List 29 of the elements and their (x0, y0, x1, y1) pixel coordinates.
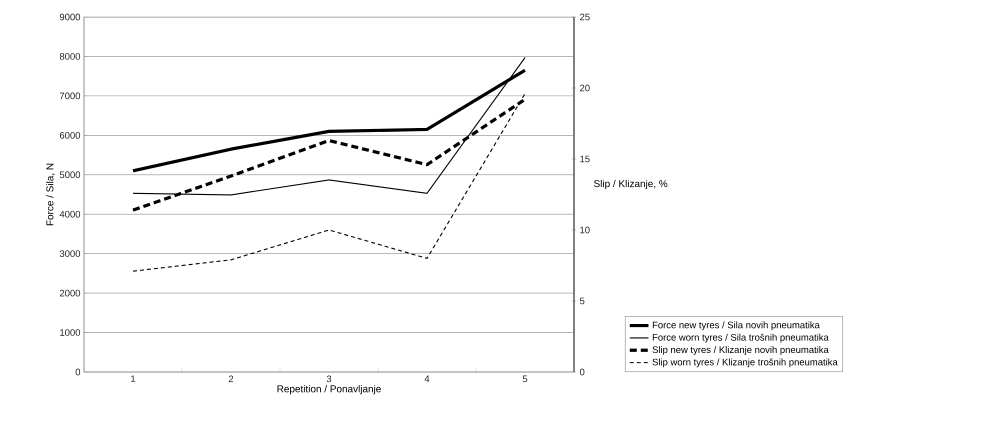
y-tick-label: 9000 (60, 14, 80, 20)
y-axis-title: Force / Sila, N (46, 164, 55, 226)
y2-tick-label: 10 (580, 226, 590, 234)
x-tick-label: 3 (326, 376, 332, 382)
y2-tick-label: 20 (580, 84, 590, 92)
y-tick-label: 8000 (60, 53, 80, 60)
y2-tick-label: 0 (580, 368, 584, 376)
x-tick-label: 2 (228, 376, 234, 382)
y-tick-label: 2000 (60, 290, 80, 296)
line-series (132, 93, 526, 272)
y-tick-label: 6000 (60, 132, 80, 139)
x-tick-label: 1 (131, 376, 136, 382)
y-tick-label: 1000 (60, 329, 80, 336)
legend-label: Slip worn tyres / Klizanje trošnih pneumatika (652, 358, 838, 368)
y-tick-label: 5000 (60, 171, 80, 178)
y-tick-label: 7000 (60, 92, 80, 100)
y2-tick-label: 5 (580, 298, 584, 304)
y2-tick-label: 15 (580, 156, 590, 162)
y-tick-label: 4000 (60, 210, 80, 218)
legend-label: Force new tyres / Sila novih pneumatika (652, 321, 820, 330)
x-tick-label: 5 (522, 376, 528, 382)
x-tick-label: 4 (424, 376, 430, 382)
y2-axis-title: Slip / Klizanje, % (594, 180, 668, 190)
y-tick-label: 3000 (60, 250, 80, 258)
x-axis-title: Repetition / Ponavljanje (277, 385, 381, 394)
y-tick-label: 0 (76, 368, 80, 376)
legend-label: Slip new tyres / Klizanje novih pneumatika (652, 346, 829, 355)
legend-label: Force worn tyres / Sila trošnih pneumatika (652, 334, 829, 343)
y2-tick-label: 25 (580, 14, 590, 20)
